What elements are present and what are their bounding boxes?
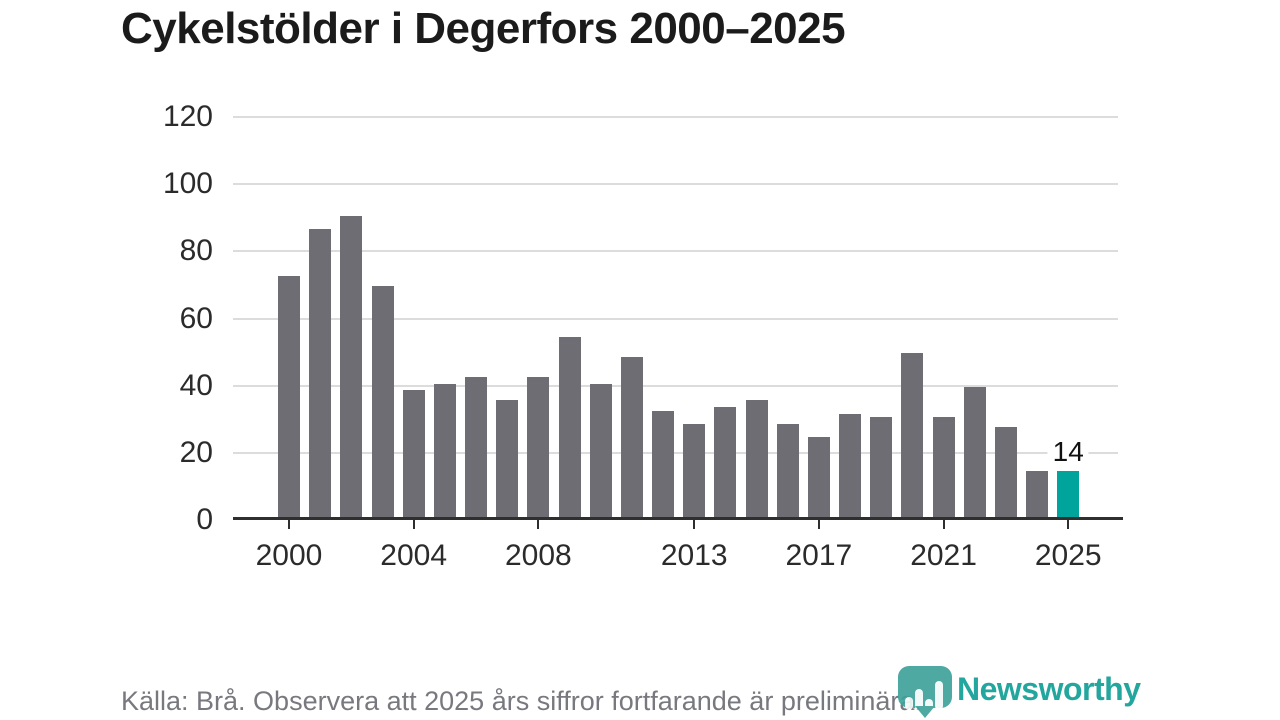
bar xyxy=(932,417,955,518)
bar xyxy=(558,336,581,518)
bar xyxy=(465,376,488,518)
y-axis-tick-label: 40 xyxy=(179,368,213,402)
gridline xyxy=(233,116,1118,119)
x-axis-tick-label: 2000 xyxy=(255,539,323,572)
bar xyxy=(807,437,830,518)
y-axis-tick-label: 120 xyxy=(162,100,213,134)
source-note: Källa: Brå. Observera att 2025 års siffr… xyxy=(121,686,922,716)
bar xyxy=(371,286,394,518)
bar xyxy=(745,400,768,518)
bar xyxy=(309,229,332,518)
gridline xyxy=(233,183,1118,186)
bar xyxy=(527,376,550,518)
x-axis-tick xyxy=(1067,520,1070,529)
bar xyxy=(714,407,737,518)
bar xyxy=(620,356,643,518)
gridline xyxy=(233,250,1118,253)
x-axis-tick-label: 2021 xyxy=(910,539,977,572)
bar xyxy=(776,423,799,518)
bar xyxy=(496,400,519,518)
x-axis-tick xyxy=(288,520,290,529)
x-axis-tick-label: 2004 xyxy=(380,539,448,572)
gridline xyxy=(233,317,1118,320)
bar xyxy=(402,390,425,518)
bar xyxy=(1026,470,1049,518)
newsworthy-logo: Newsworthy xyxy=(898,663,1141,718)
newsworthy-wordmark: Newsworthy xyxy=(957,671,1141,707)
gridline xyxy=(233,384,1118,387)
bar xyxy=(994,427,1017,518)
bar xyxy=(433,383,456,518)
newsworthy-pin-chart-icon xyxy=(898,663,952,718)
bar xyxy=(901,353,924,518)
x-axis-line xyxy=(233,517,1123,520)
y-axis-tick-label: 20 xyxy=(179,435,213,469)
bar xyxy=(963,387,986,518)
y-axis-tick-label: 80 xyxy=(179,234,213,268)
x-axis-tick-label: 2017 xyxy=(785,539,853,572)
bar-highlighted xyxy=(1057,470,1080,518)
bar xyxy=(683,423,706,518)
bar-value-label: 14 xyxy=(1047,437,1089,466)
bar xyxy=(870,417,893,518)
x-axis-tick xyxy=(817,520,820,529)
x-axis-tick xyxy=(942,520,945,529)
x-axis-tick xyxy=(412,520,415,529)
x-axis-tick-label: 2025 xyxy=(1034,539,1102,572)
bar xyxy=(278,276,300,518)
x-axis-tick-label: 2013 xyxy=(660,539,728,572)
bar xyxy=(589,383,612,518)
y-axis-tick-label: 60 xyxy=(179,301,213,335)
bar xyxy=(340,215,363,518)
y-axis-tick-label: 100 xyxy=(162,167,213,201)
x-axis-tick-label: 2008 xyxy=(504,539,572,572)
x-axis-tick xyxy=(693,520,696,529)
gridline xyxy=(233,451,1118,454)
y-axis-tick-label: 0 xyxy=(196,503,213,536)
bar xyxy=(839,413,862,518)
bar xyxy=(652,410,675,518)
x-axis-tick xyxy=(537,520,540,529)
chart-title: Cykelstölder i Degerfors 2000–2025 xyxy=(121,4,846,53)
